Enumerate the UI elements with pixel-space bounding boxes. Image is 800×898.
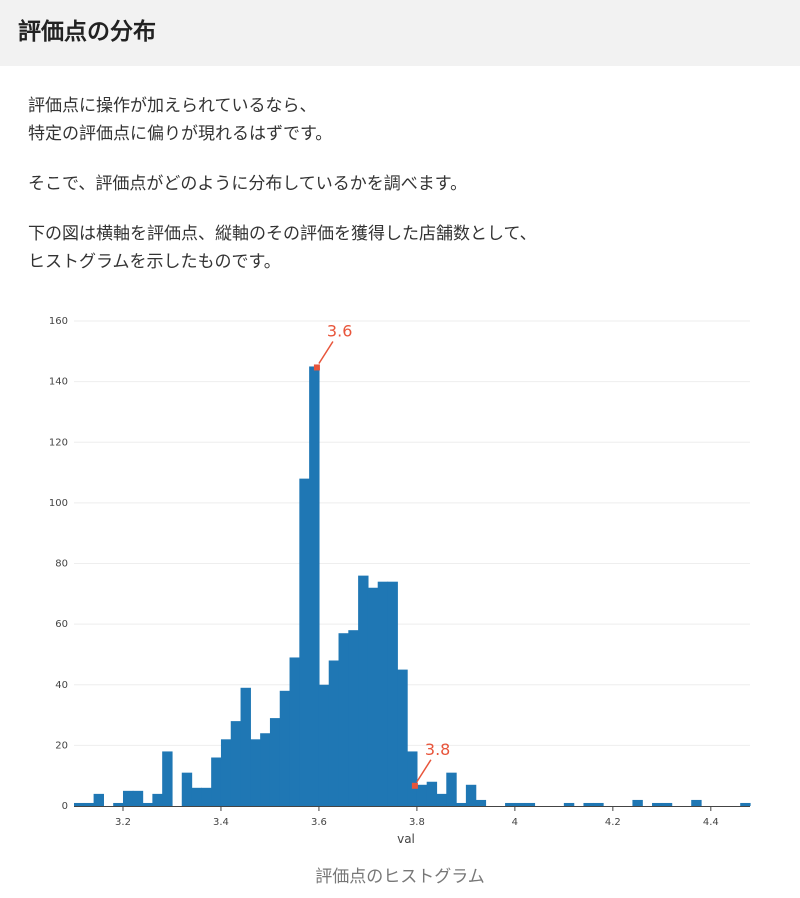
paragraph-line: 評価点に操作が加えられているなら、 <box>28 96 317 116</box>
histogram-bar <box>279 690 291 806</box>
histogram-bar <box>387 581 398 806</box>
paragraph-line: 下の図は横軸を評価点、縦軸のその評価を獲得した店舗数として、 <box>28 224 537 244</box>
annotation-marker <box>411 782 418 789</box>
histogram-bar <box>524 802 536 806</box>
paragraph-line: 特定の評価点に偏りが現れるはずです。 <box>28 124 333 144</box>
paragraph-line: ヒストグラムを示したものです。 <box>28 252 281 272</box>
x-tick-label: 3.6 <box>311 817 327 828</box>
histogram-bar <box>358 575 369 806</box>
histogram-bar <box>338 633 349 806</box>
histogram-bar <box>201 787 212 806</box>
y-tick-label: 20 <box>55 740 68 751</box>
section-title: 評価点の分布 <box>18 19 156 45</box>
method-paragraph: そこで、評価点がどのように分布しているかを調べます。 <box>28 170 467 198</box>
x-tick-label: 4.2 <box>605 817 621 828</box>
histogram-bar <box>211 757 222 806</box>
histogram-bar <box>122 790 134 806</box>
y-tick-label: 80 <box>55 559 68 570</box>
histogram-bar <box>456 802 467 806</box>
y-tick-label: 0 <box>62 801 68 812</box>
y-tick-label: 120 <box>49 437 68 448</box>
annotation-arrow <box>416 759 432 783</box>
histogram-bar <box>250 739 261 806</box>
histogram-bar <box>652 802 663 806</box>
histogram-bar <box>328 660 340 806</box>
histogram-bar <box>181 772 193 806</box>
histogram-bar <box>416 784 428 806</box>
x-axis-title: val <box>397 832 415 846</box>
histogram-bar <box>152 793 163 806</box>
histogram-bar <box>269 718 281 806</box>
histogram-bar <box>436 793 447 806</box>
annotation-marker <box>313 364 320 371</box>
histogram-bar <box>299 478 310 806</box>
y-tick-label: 160 <box>49 316 68 327</box>
histogram-bar <box>318 684 330 806</box>
section-header: 評価点の分布 <box>0 0 800 66</box>
histogram-bar <box>289 657 300 806</box>
histogram-bar <box>348 630 359 806</box>
y-tick-label: 140 <box>49 377 68 388</box>
histogram-bar <box>83 802 95 806</box>
histogram-bar <box>142 802 153 806</box>
histogram-bar <box>740 802 751 806</box>
histogram-bar <box>691 799 702 806</box>
annotation-label: 3.8 <box>425 740 450 759</box>
histogram-bar <box>632 799 643 806</box>
histogram-bar <box>397 669 408 806</box>
annotation-arrow <box>318 341 334 364</box>
histogram-bar <box>505 802 516 806</box>
histogram-bar <box>230 721 242 806</box>
histogram-chart: 0 20 40 60 80 100 120 140 160 3.2 3.4 3.6 3.8 4 4.2 4.4… <box>49 316 751 846</box>
x-tick-label: 4 <box>512 817 518 828</box>
figure-description-paragraph: 下の図は横軸を評価点、縦軸のその評価を獲得した店舗数として、 ヒストグラムを示し… <box>28 220 537 276</box>
histogram-bar <box>446 772 457 806</box>
histogram-bar <box>113 802 124 806</box>
histogram-bar <box>407 751 418 806</box>
x-tick-label: 4.4 <box>703 817 719 828</box>
histogram-bar <box>593 802 604 806</box>
histogram-bar <box>191 787 202 806</box>
histogram-bar <box>74 802 85 806</box>
x-tick-label: 3.4 <box>213 817 229 828</box>
histogram-bar <box>132 790 144 806</box>
histogram-bar <box>475 799 487 806</box>
histogram-bar <box>367 587 379 806</box>
annotation-label: 3.6 <box>327 321 352 340</box>
figure-caption: 評価点のヒストグラム <box>315 867 485 887</box>
histogram-bar <box>377 581 389 806</box>
histogram-bar <box>563 802 575 806</box>
histogram-bar <box>162 751 173 806</box>
x-tick-label: 3.8 <box>409 817 425 828</box>
histogram-bar <box>465 784 477 806</box>
y-tick-label: 100 <box>49 498 68 509</box>
intro-paragraph: 評価点に操作が加えられているなら、 特定の評価点に偏りが現れるはずです。 <box>28 92 332 148</box>
histogram-bar <box>426 781 438 806</box>
paragraph-line: そこで、評価点がどのように分布しているかを調べます。 <box>28 174 468 194</box>
histogram-bar <box>260 733 271 806</box>
histogram-bar <box>309 366 320 806</box>
histogram-bar <box>93 793 104 806</box>
histogram-bar <box>661 802 673 806</box>
histogram-bar <box>240 687 251 806</box>
y-tick-label: 60 <box>55 619 68 630</box>
histogram-bar <box>220 739 232 806</box>
histogram-bar <box>583 802 594 806</box>
y-tick-label: 40 <box>55 680 68 691</box>
histogram-bar <box>514 802 526 806</box>
x-tick-label: 3.2 <box>115 817 131 828</box>
